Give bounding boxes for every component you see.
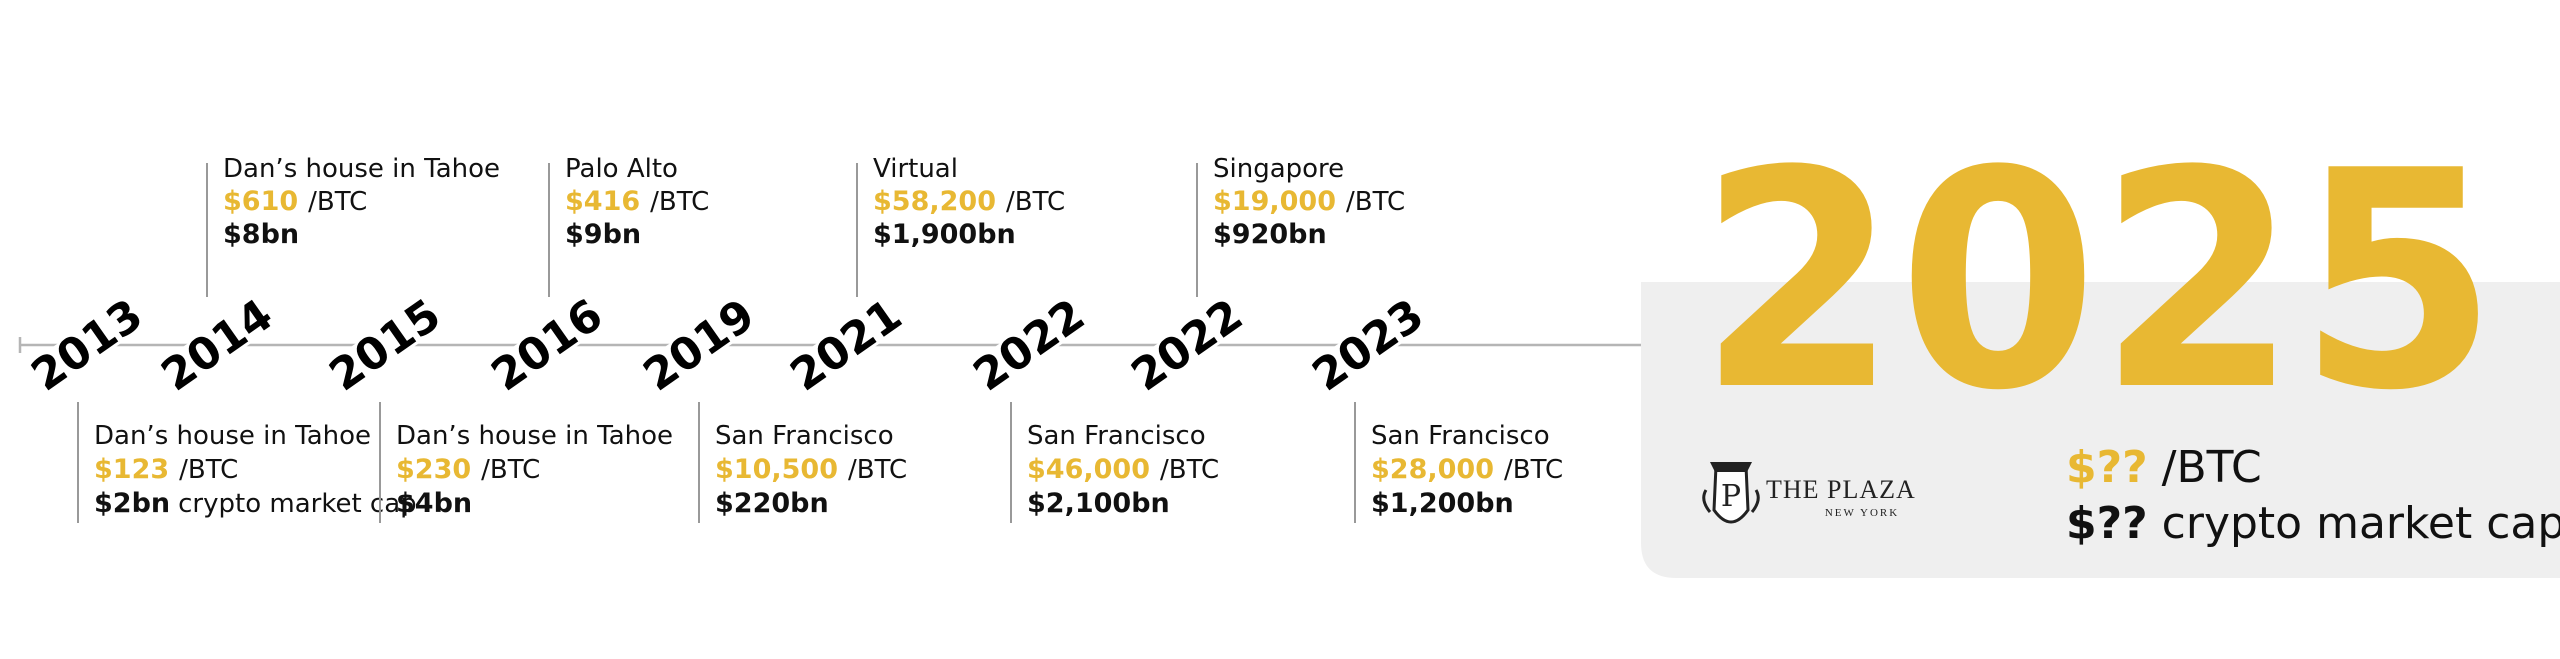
final-price-line: $?? /BTC [2066,442,2262,493]
price-line: $610/BTC [223,186,367,217]
event: San Francisco$10,500/BTC$220bn [715,421,907,519]
price: $19,000 [1213,186,1336,217]
price: $58,200 [873,186,996,217]
final-panel [1641,282,2560,578]
price-line: $416/BTC [565,186,709,217]
price: $10,500 [715,454,838,485]
price-line: $58,200/BTC [873,186,1065,217]
venue-name: THE PLAZA [1766,475,1916,504]
event: Dan’s house in Tahoe$230/BTC$4bn [396,421,673,519]
final-cap-line: $?? crypto market cap [2066,498,2560,549]
price-line: $19,000/BTC [1213,186,1405,217]
event: Dan’s house in Tahoe$123/BTC$2bn crypto m… [94,421,417,519]
price: $123 [94,454,169,485]
year-bg [327,296,443,394]
venue-city: NEW YORK [1825,507,1899,519]
final-price: $?? [2066,442,2148,493]
event: Singapore$19,000/BTC$920bn [1213,154,1405,250]
price: $230 [396,454,471,485]
price: $416 [565,186,640,217]
cap-line: $2,100bn [1027,488,1170,519]
market-cap: $9bn [565,219,641,250]
place: Dan’s house in Tahoe [396,421,673,451]
cap-line: $4bn [396,488,472,519]
price-line: $28,000/BTC [1371,454,1563,485]
price-unit: /BTC [1006,187,1065,217]
year-bg [971,296,1087,394]
year-bg [29,296,145,394]
place: Dan’s house in Tahoe [223,154,500,184]
price-unit: /BTC [481,455,540,485]
price: $610 [223,186,298,217]
place: Palo Alto [565,154,678,184]
price-line: $230/BTC [396,454,540,485]
price-unit: /BTC [2162,442,2262,493]
svg-text:P: P [1721,479,1741,514]
cap-line: $8bn [223,219,299,250]
year-bg [489,296,605,394]
final-year: 2025 [1698,107,2498,456]
market-cap: $920bn [1213,219,1327,250]
cap-line: $920bn [1213,219,1327,250]
event: Dan’s house in Tahoe$610/BTC$8bn [223,154,500,250]
market-cap: $8bn [223,219,299,250]
market-cap: $2,100bn [1027,488,1170,519]
price-unit: /BTC [1160,455,1219,485]
market-cap: $4bn [396,488,472,519]
place: Virtual [873,154,958,184]
year-bg [1310,296,1426,394]
final-market-cap: $?? [2066,498,2148,549]
event: San Francisco$46,000/BTC$2,100bn [1027,421,1219,519]
market-cap: $220bn [715,488,829,519]
price-unit: /BTC [1504,455,1563,485]
market-cap: $1,200bn [1371,488,1514,519]
year-bg [1129,296,1245,394]
place: Dan’s house in Tahoe [94,421,371,451]
year-bg [788,296,904,394]
market-cap: $2bn [94,488,170,519]
place: San Francisco [715,421,894,451]
event: Palo Alto$416/BTC$9bn [565,154,709,250]
cap-line: $1,900bn [873,219,1016,250]
cap-line: $9bn [565,219,641,250]
price-unit: /BTC [848,455,907,485]
price-line: $123/BTC [94,454,238,485]
place: San Francisco [1027,421,1206,451]
year-bg [641,296,757,394]
place: San Francisco [1371,421,1550,451]
cap-line: $2bn crypto market cap [94,488,417,519]
venue-logo: P THE PLAZA NEW YORK [1702,462,1916,524]
event: Virtual$58,200/BTC$1,900bn [873,154,1065,250]
cap-note: crypto market cap [178,489,417,519]
price-unit: /BTC [308,187,367,217]
year-bg [159,296,275,394]
event: San Francisco$28,000/BTC$1,200bn [1371,421,1563,519]
price: $28,000 [1371,454,1494,485]
market-cap: $1,900bn [873,219,1016,250]
cap-line: $1,200bn [1371,488,1514,519]
price-line: $46,000/BTC [1027,454,1219,485]
price-line: $10,500/BTC [715,454,907,485]
cap-line: $220bn [715,488,829,519]
price-unit: /BTC [1346,187,1405,217]
cap-note: crypto market cap [2162,498,2560,549]
price: $46,000 [1027,454,1150,485]
place: Singapore [1213,154,1344,184]
price-unit: /BTC [650,187,709,217]
price-unit: /BTC [179,455,238,485]
